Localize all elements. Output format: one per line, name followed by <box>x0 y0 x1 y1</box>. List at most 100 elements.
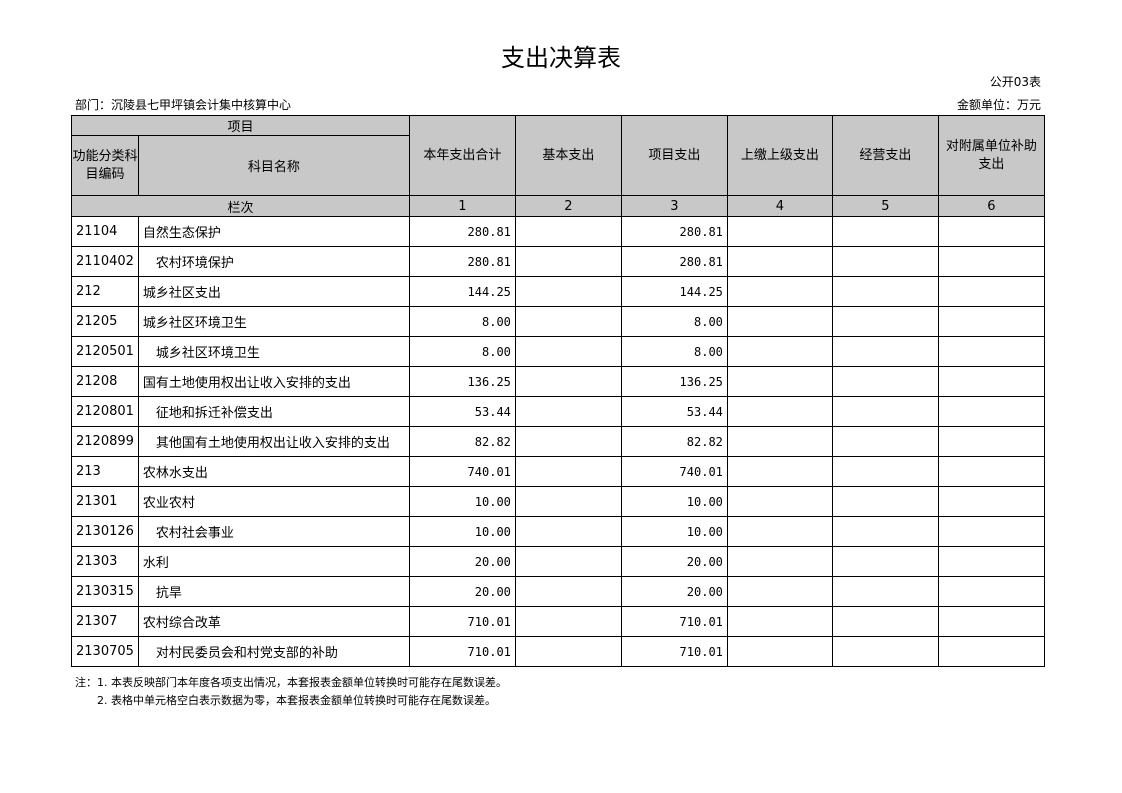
row-code: 2130705 <box>71 636 139 667</box>
row-value: 144.25 <box>620 276 728 307</box>
row-value <box>937 486 1045 517</box>
row-code: 213 <box>71 456 139 487</box>
row-value <box>937 276 1045 307</box>
form-code: 公开03表 <box>989 75 1041 89</box>
row-name: 城乡社区支出 <box>137 276 410 307</box>
row-value: 53.44 <box>408 396 516 427</box>
row-value: 710.01 <box>620 606 728 637</box>
row-value: 740.01 <box>408 456 516 487</box>
row-value: 20.00 <box>408 546 516 577</box>
table-row: 2120801 征地和拆迁补偿支出 53.44 53.44 <box>71 396 1045 427</box>
col-num: 1 <box>408 195 516 217</box>
row-value <box>937 396 1045 427</box>
row-value: 280.81 <box>408 216 516 247</box>
row-value <box>514 246 622 277</box>
row-value: 20.00 <box>620 546 728 577</box>
note: 注：1. 本表反映部门本年度各项支出情况，本套报表金额单位转换时可能存在尾数误差… <box>75 676 507 689</box>
row-value <box>831 426 939 457</box>
row-value: 10.00 <box>620 516 728 547</box>
row-value <box>726 426 833 457</box>
row-value: 710.01 <box>620 636 728 667</box>
row-value <box>514 366 622 397</box>
header-name: 科目名称 <box>137 135 410 196</box>
row-value <box>514 336 622 367</box>
row-code: 2130315 <box>71 576 139 607</box>
row-value <box>726 456 833 487</box>
row-value <box>514 486 622 517</box>
row-value: 710.01 <box>408 636 516 667</box>
row-name: 农村社会事业 <box>137 516 410 547</box>
department: 部门：沉陵县七甲坪镇会计集中核算中心 <box>75 98 292 112</box>
row-value <box>726 486 833 517</box>
row-code: 2130126 <box>71 516 139 547</box>
row-value <box>726 606 833 637</box>
table-row: 2130705 对村民委员会和村党支部的补助 710.01 710.01 <box>71 636 1045 667</box>
col-num: 4 <box>726 195 833 217</box>
row-value <box>831 216 939 247</box>
row-code: 21104 <box>71 216 139 247</box>
row-name: 对村民委员会和村党支部的补助 <box>137 636 410 667</box>
row-value <box>937 516 1045 547</box>
row-name: 水利 <box>137 546 410 577</box>
row-name: 城乡社区环境卫生 <box>137 306 410 337</box>
header-item: 项目 <box>71 115 410 136</box>
row-code: 212 <box>71 276 139 307</box>
row-value <box>831 606 939 637</box>
row-value <box>831 246 939 277</box>
table-row: 2130315 抗旱 20.00 20.00 <box>71 576 1045 607</box>
row-value <box>514 216 622 247</box>
row-value <box>831 456 939 487</box>
row-value: 280.81 <box>408 246 516 277</box>
table-row: 2120501 城乡社区环境卫生 8.00 8.00 <box>71 336 1045 367</box>
table-row: 2120899 其他国有土地使用权出让收入安排的支出 82.82 82.82 <box>71 426 1045 457</box>
row-code: 2120501 <box>71 336 139 367</box>
row-value <box>726 246 833 277</box>
row-value <box>514 636 622 667</box>
row-name: 国有土地使用权出让收入安排的支出 <box>137 366 410 397</box>
row-value: 136.25 <box>620 366 728 397</box>
table-row: 21208 国有土地使用权出让收入安排的支出 136.25 136.25 <box>71 366 1045 397</box>
row-value <box>726 516 833 547</box>
row-value <box>726 216 833 247</box>
col-num: 5 <box>831 195 939 217</box>
row-value <box>514 426 622 457</box>
row-name: 农业农村 <box>137 486 410 517</box>
row-value: 10.00 <box>408 516 516 547</box>
header-col: 经营支出 <box>831 115 939 196</box>
row-value: 8.00 <box>620 336 728 367</box>
row-value: 280.81 <box>620 216 728 247</box>
row-code: 21208 <box>71 366 139 397</box>
row-value <box>726 396 833 427</box>
row-name: 农村环境保护 <box>137 246 410 277</box>
row-value <box>726 276 833 307</box>
col-num: 3 <box>620 195 728 217</box>
header-row-label: 栏次 <box>71 195 410 217</box>
row-value <box>726 336 833 367</box>
row-value: 10.00 <box>620 486 728 517</box>
row-value: 82.82 <box>408 426 516 457</box>
row-name: 其他国有土地使用权出让收入安排的支出 <box>137 426 410 457</box>
row-value <box>831 366 939 397</box>
row-value <box>831 576 939 607</box>
row-value: 8.00 <box>408 306 516 337</box>
row-value: 280.81 <box>620 246 728 277</box>
row-value <box>831 516 939 547</box>
expenditure-table: 项目 本年支出合计 基本支出 项目支出 上缴上级支出 经营支出 对附属单位补助支… <box>71 115 1045 667</box>
row-value: 82.82 <box>620 426 728 457</box>
row-value: 740.01 <box>620 456 728 487</box>
table-row: 2110402 农村环境保护 280.81 280.81 <box>71 246 1045 277</box>
note: 2. 表格中单元格空白表示数据为零，本套报表金额单位转换时可能存在尾数误差。 <box>97 694 496 707</box>
row-value <box>937 606 1045 637</box>
row-name: 农村综合改革 <box>137 606 410 637</box>
page-title: 支出决算表 <box>501 44 621 72</box>
row-value <box>937 576 1045 607</box>
header-code: 功能分类科目编码 <box>71 135 139 196</box>
row-value <box>514 456 622 487</box>
row-value <box>726 366 833 397</box>
row-value <box>514 546 622 577</box>
row-value <box>937 546 1045 577</box>
header-col: 项目支出 <box>620 115 728 196</box>
row-value <box>514 306 622 337</box>
row-value <box>514 516 622 547</box>
row-value <box>831 546 939 577</box>
